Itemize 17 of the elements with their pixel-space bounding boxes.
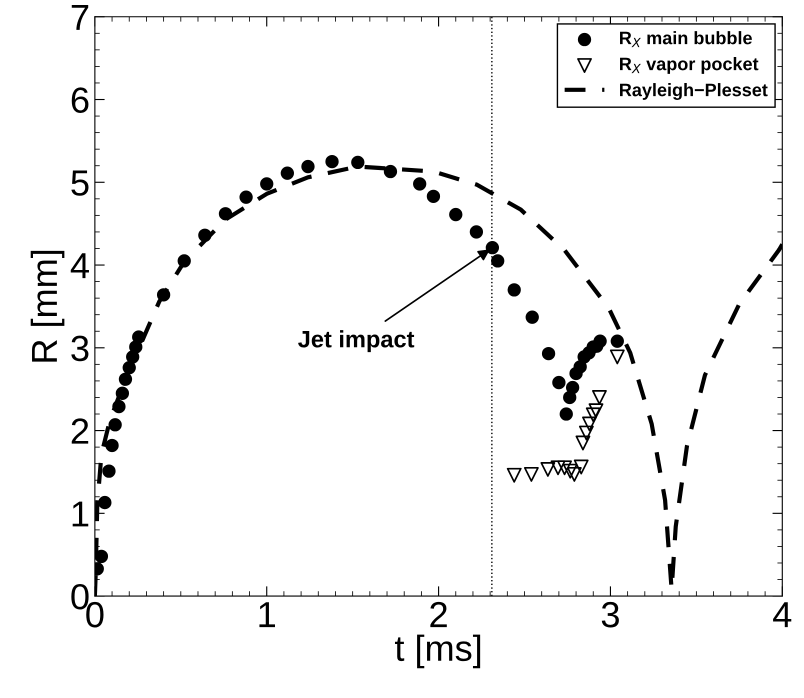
legend-label: R$_{X}$ main bubble xyxy=(620,31,752,48)
y-tick-label: 6 xyxy=(72,87,88,113)
y-tick-label: 1 xyxy=(72,502,88,526)
y-tick-label: 7 xyxy=(72,4,88,30)
x-tick-label: 1 xyxy=(259,602,276,628)
x-tick-label: 2 xyxy=(430,602,447,628)
x-tick-label: 4 xyxy=(773,602,792,628)
y-tick-label: 4 xyxy=(70,253,89,278)
y-tick-label: 3 xyxy=(71,336,88,362)
legend-label: R$_{X}$ vapor pocket xyxy=(620,57,758,74)
y-axis-title: R [mm] xyxy=(30,250,64,362)
annotation: Jet impact xyxy=(298,330,414,352)
legend-label: Rayleigh−Plesset xyxy=(620,83,768,100)
y-tick-label: 5 xyxy=(71,170,88,196)
x-tick-label: 3 xyxy=(602,602,619,628)
x-axis-title: t [ms] xyxy=(395,634,480,668)
y-tick-label: 2 xyxy=(72,418,88,444)
